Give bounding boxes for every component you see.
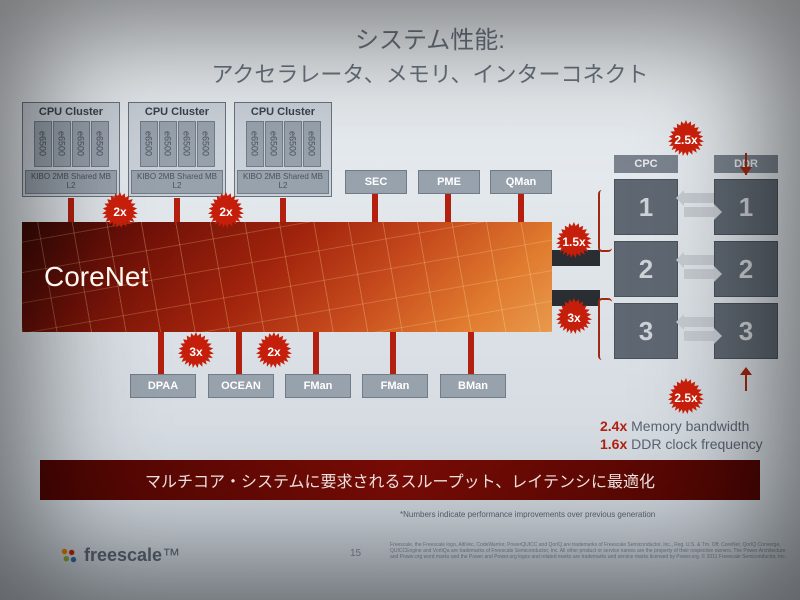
module-fman: FMan [362,374,428,398]
connector [236,332,242,374]
core: e6500 [91,121,109,167]
badge-right-low: 3x [554,298,594,338]
module-qman: QMan [490,170,552,194]
core: e6500 [53,121,71,167]
core: e6500 [265,121,283,167]
l2-cache: KIBO 2MB Shared MB L2 [237,170,329,194]
badge-top-right: 2.5x [666,120,706,160]
connector [174,198,180,222]
ddr-cell: 1 [714,179,778,235]
connector [468,332,474,374]
core: e6500 [197,121,215,167]
module-ocean: OCEAN [208,374,274,398]
cpc-cell: 2 [614,241,678,297]
core: e6500 [246,121,264,167]
badge-bot-right: 2.5x [666,378,706,418]
memory-bandwidth-line: 2.4x Memory bandwidth [600,418,749,434]
badge-bot2: 2x [254,332,294,372]
connector [518,194,524,222]
connector [445,194,451,222]
cluster-title: CPU Cluster [237,106,329,118]
memory-column: CPC DDR 112233 [600,155,780,395]
title-main: システム性能: [100,20,760,55]
badge-cpu2: 2x [206,192,246,232]
banner: マルチコア・システムに要求されるスループット、レイテンシに最適化 [40,460,760,500]
module-dpaa: DPAA [130,374,196,398]
connector [158,332,164,374]
page-number: 15 [350,548,361,559]
ddr-cell: 3 [714,303,778,359]
slide: システム性能: アクセラレータ、メモリ、インターコネクト CPU Cluster… [0,0,800,600]
corenet-label: CoreNet [44,261,148,293]
arrow-down-icon [740,167,752,175]
connector [390,332,396,374]
title-block: システム性能: アクセラレータ、メモリ、インターコネクト [100,20,760,89]
module-bman: BMan [440,374,506,398]
legal-text: Freescale, the Freescale logo, AltiVec, … [390,542,790,560]
core: e6500 [303,121,321,167]
module-sec: SEC [345,170,407,194]
cpc-cell: 3 [614,303,678,359]
freescale-logo: freescale™ [60,545,180,566]
bidir-arrow-icon [680,193,718,217]
badge-cpu1: 2x [100,192,140,232]
core: e6500 [284,121,302,167]
bidir-arrow-icon [680,317,718,341]
title-sub: アクセラレータ、メモリ、インターコネクト [100,57,760,89]
core: e6500 [140,121,158,167]
module-pme: PME [418,170,480,194]
core: e6500 [72,121,90,167]
core: e6500 [34,121,52,167]
cluster-title: CPU Cluster [131,106,223,118]
connector [280,198,286,222]
module-fman: FMan [285,374,351,398]
cpu-cluster: CPU Cluster e6500e6500e6500e6500 KIBO 2M… [22,102,120,197]
badge-bot1: 3x [176,332,216,372]
logo-icon [60,547,78,565]
l2-cache: KIBO 2MB Shared MB L2 [25,170,117,194]
corenet-fabric: CoreNet [22,222,552,332]
connector [313,332,319,374]
bidir-arrow-icon [680,255,718,279]
cluster-title: CPU Cluster [25,106,117,118]
footnote: *Numbers indicate performance improvemen… [400,510,655,519]
l2-cache: KIBO 2MB Shared MB L2 [131,170,223,194]
cpc-cell: 1 [614,179,678,235]
core: e6500 [178,121,196,167]
cpu-cluster: CPU Cluster e6500e6500e6500e6500 KIBO 2M… [234,102,332,197]
ddr-freq-line: 1.6x DDR clock frequency [600,436,763,452]
core: e6500 [159,121,177,167]
connector [68,198,74,222]
logo-text: freescale™ [84,545,180,566]
cpu-cluster: CPU Cluster e6500e6500e6500e6500 KIBO 2M… [128,102,226,197]
connector [372,194,378,222]
ddr-cell: 2 [714,241,778,297]
badge-right-mid: 1.5x [554,222,594,262]
arrow-up-icon [740,367,752,375]
